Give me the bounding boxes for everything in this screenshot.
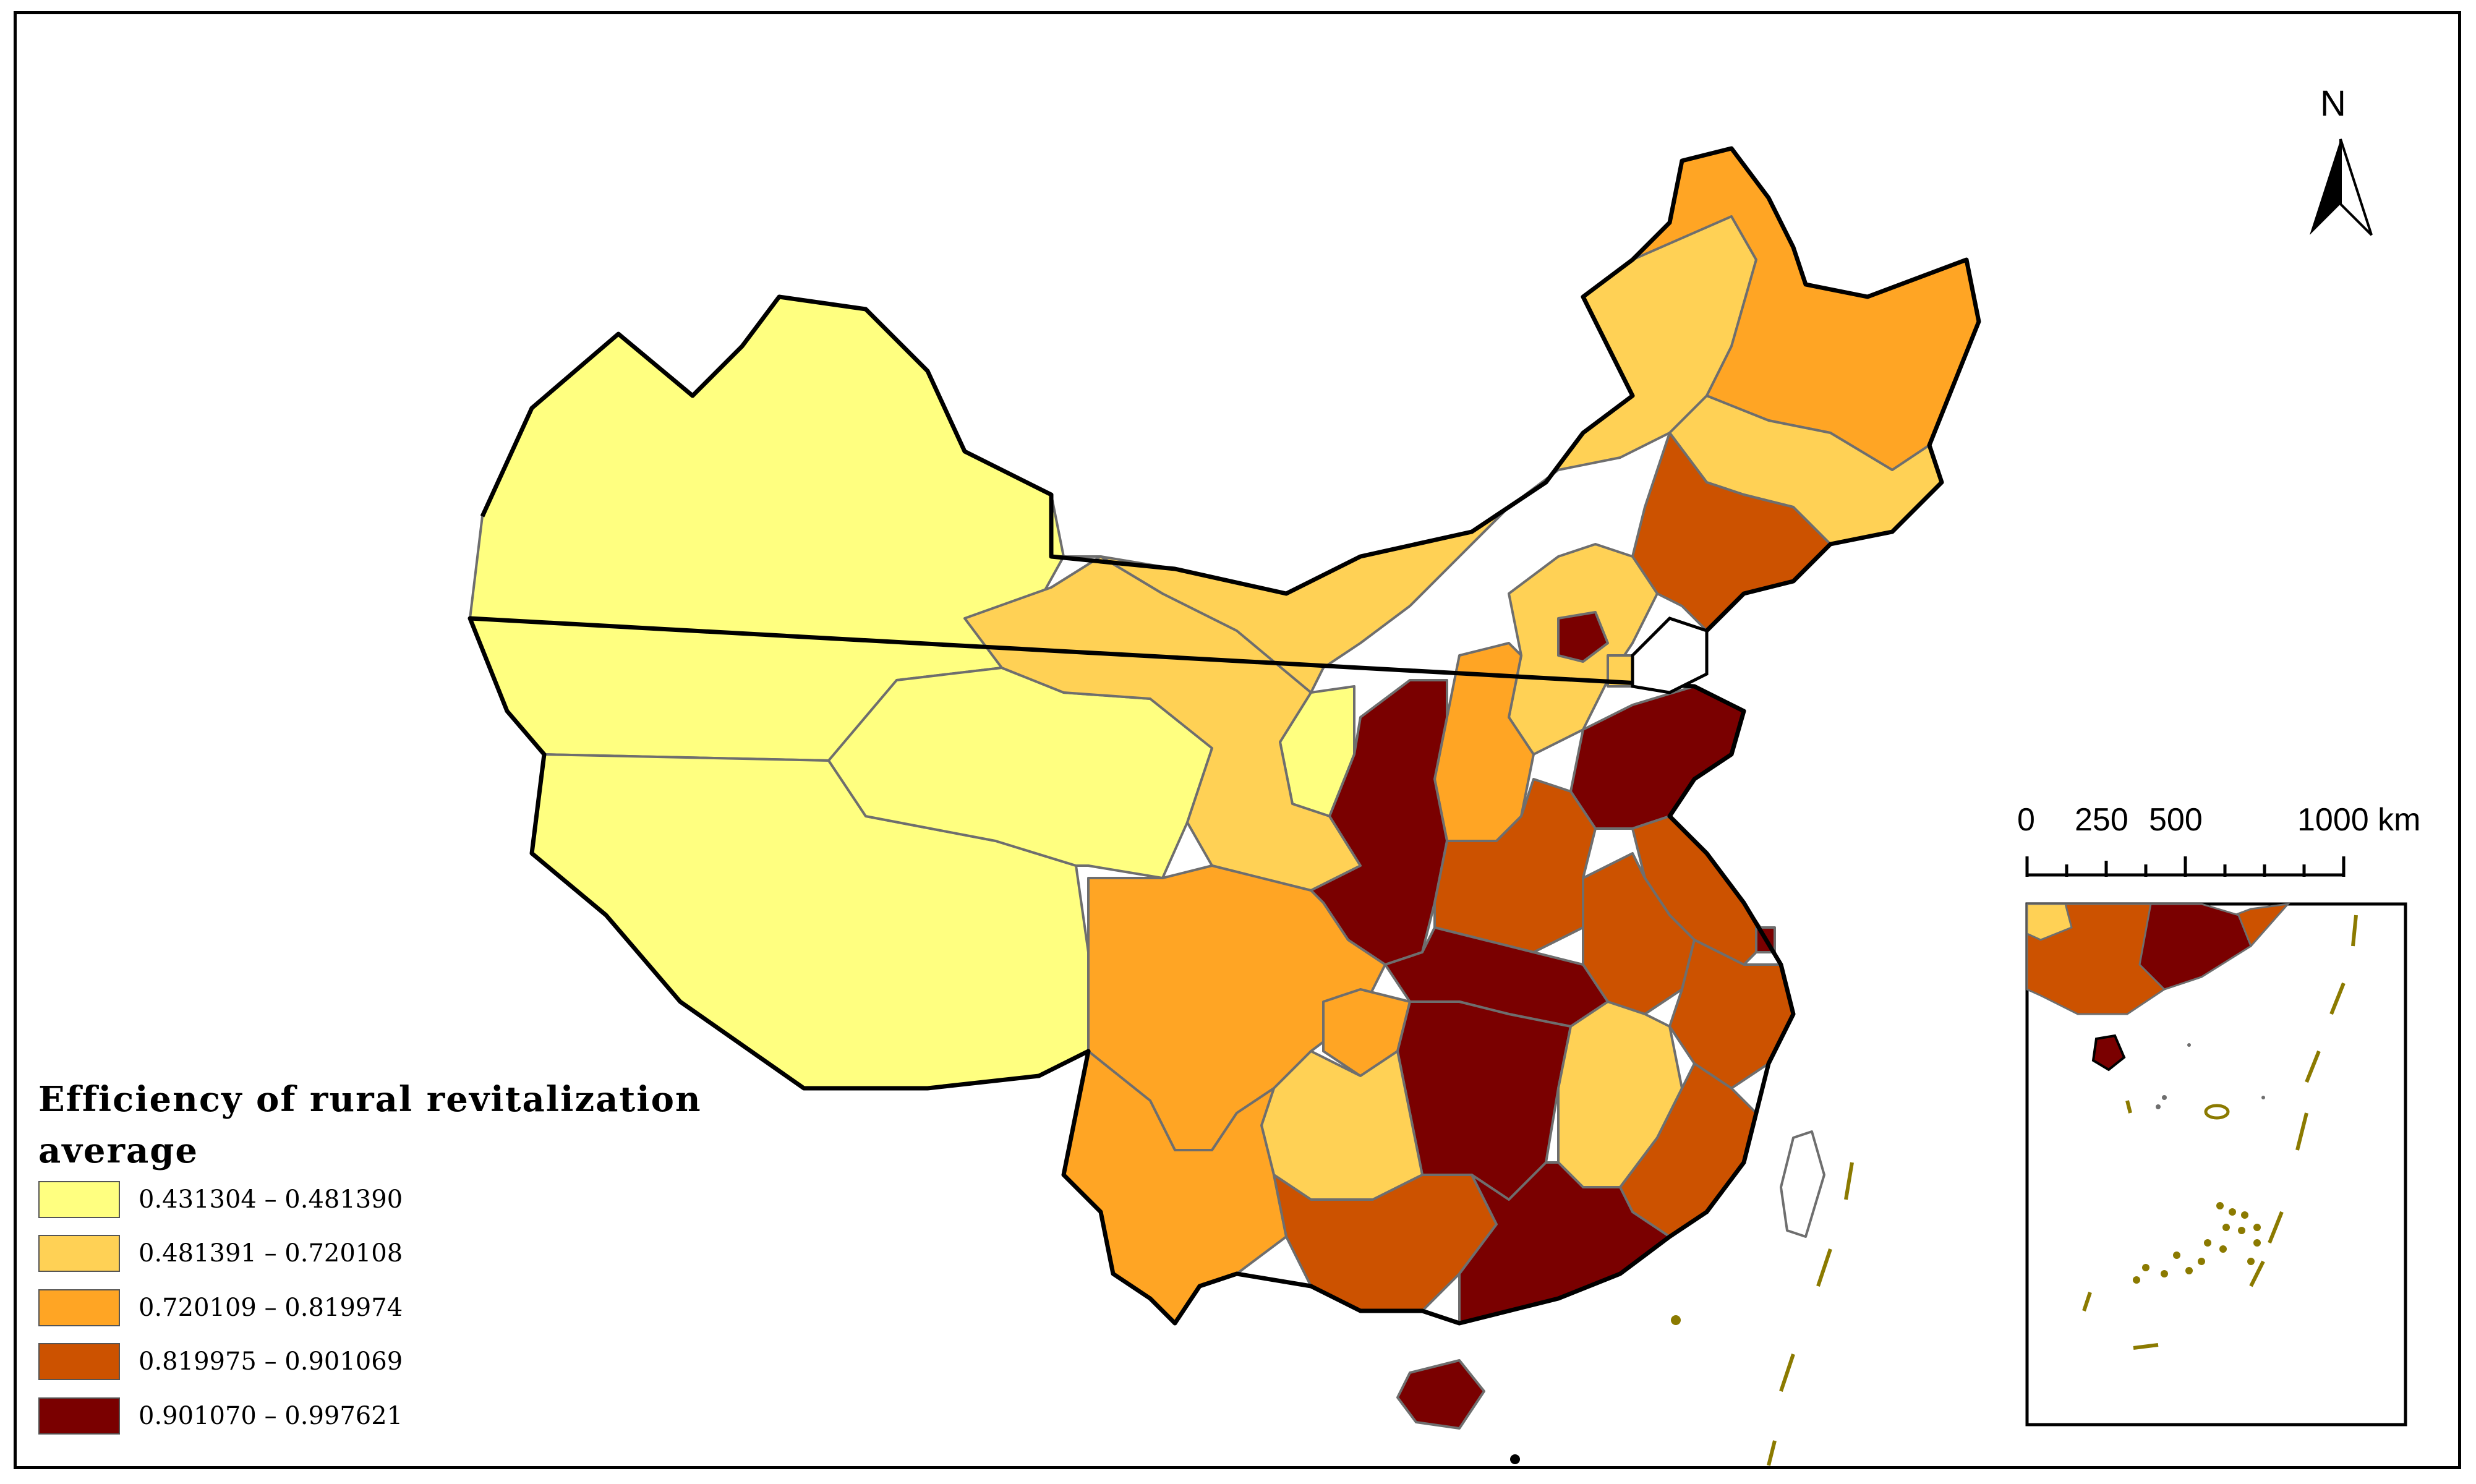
legend-range-label: 0.720109 – 0.819974 — [139, 1294, 403, 1322]
bohai-sea — [1631, 616, 1709, 694]
north-label: N — [2320, 83, 2346, 124]
island-dot — [1510, 1454, 1520, 1464]
legend-item: 0.481391 – 0.720108 — [38, 1234, 403, 1273]
legend-item: 0.720109 – 0.819974 — [38, 1288, 403, 1328]
national-outline — [467, 146, 1981, 1326]
south-sea-dashes-main — [1767, 1162, 1854, 1466]
legend-range-label: 0.481391 – 0.720108 — [139, 1239, 403, 1268]
scale-label-500: 500 — [2149, 802, 2203, 838]
legend-swatch — [38, 1289, 120, 1326]
island-dot — [1671, 1315, 1681, 1325]
legend-swatch — [38, 1397, 120, 1435]
scale-bar-line — [2025, 856, 2346, 877]
legend-range-label: 0.431304 – 0.481390 — [139, 1185, 403, 1214]
south-china-sea-inset — [2025, 902, 2407, 1426]
legend-range-label: 0.901070 – 0.997621 — [139, 1402, 403, 1430]
scale-label-250: 250 — [2075, 802, 2128, 838]
map-frame — [14, 11, 2461, 1469]
region-hainan — [1396, 1359, 1485, 1430]
legend-title: Efficiency of rural revitalization — [38, 1079, 702, 1120]
region-shandong — [1569, 685, 1745, 830]
region-zhejiang — [1668, 939, 1795, 1090]
scale-label-1000km: 1000 km — [2297, 802, 2421, 838]
north-arrow-icon — [2310, 139, 2373, 236]
legend-item: 0.819975 – 0.901069 — [38, 1342, 403, 1381]
region-beijing — [1557, 611, 1609, 663]
legend-item: 0.431304 – 0.481390 — [38, 1180, 403, 1219]
legend-swatch — [38, 1235, 120, 1272]
legend-subtitle: average — [38, 1130, 199, 1171]
legend-item: 0.901070 – 0.997621 — [38, 1396, 403, 1436]
legend-swatch — [38, 1343, 120, 1380]
legend-range-label: 0.819975 – 0.901069 — [139, 1347, 403, 1376]
region-taiwan — [1780, 1130, 1825, 1238]
legend-swatch — [38, 1181, 120, 1218]
scale-label-0: 0 — [2017, 802, 2035, 838]
